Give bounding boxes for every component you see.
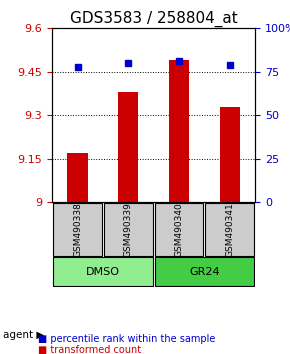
Text: GSM490338: GSM490338: [73, 202, 82, 257]
FancyBboxPatch shape: [104, 203, 153, 256]
Text: agent ▶: agent ▶: [3, 330, 44, 339]
Bar: [67, 153, 88, 202]
FancyBboxPatch shape: [53, 203, 102, 256]
Bar: [118, 92, 139, 202]
Text: DMSO: DMSO: [86, 267, 120, 277]
Bar: [220, 107, 240, 202]
FancyBboxPatch shape: [155, 257, 254, 286]
FancyBboxPatch shape: [53, 257, 153, 286]
FancyBboxPatch shape: [155, 203, 203, 256]
Bar: [169, 60, 189, 202]
Text: ■ transformed count: ■ transformed count: [38, 346, 141, 354]
Text: GR24: GR24: [189, 267, 220, 277]
Text: GSM490339: GSM490339: [124, 202, 133, 257]
Text: GSM490340: GSM490340: [175, 202, 184, 257]
Title: GDS3583 / 258804_at: GDS3583 / 258804_at: [70, 11, 238, 27]
FancyBboxPatch shape: [205, 203, 254, 256]
Text: ■ percentile rank within the sample: ■ percentile rank within the sample: [38, 334, 215, 344]
Text: GSM490341: GSM490341: [225, 202, 234, 257]
